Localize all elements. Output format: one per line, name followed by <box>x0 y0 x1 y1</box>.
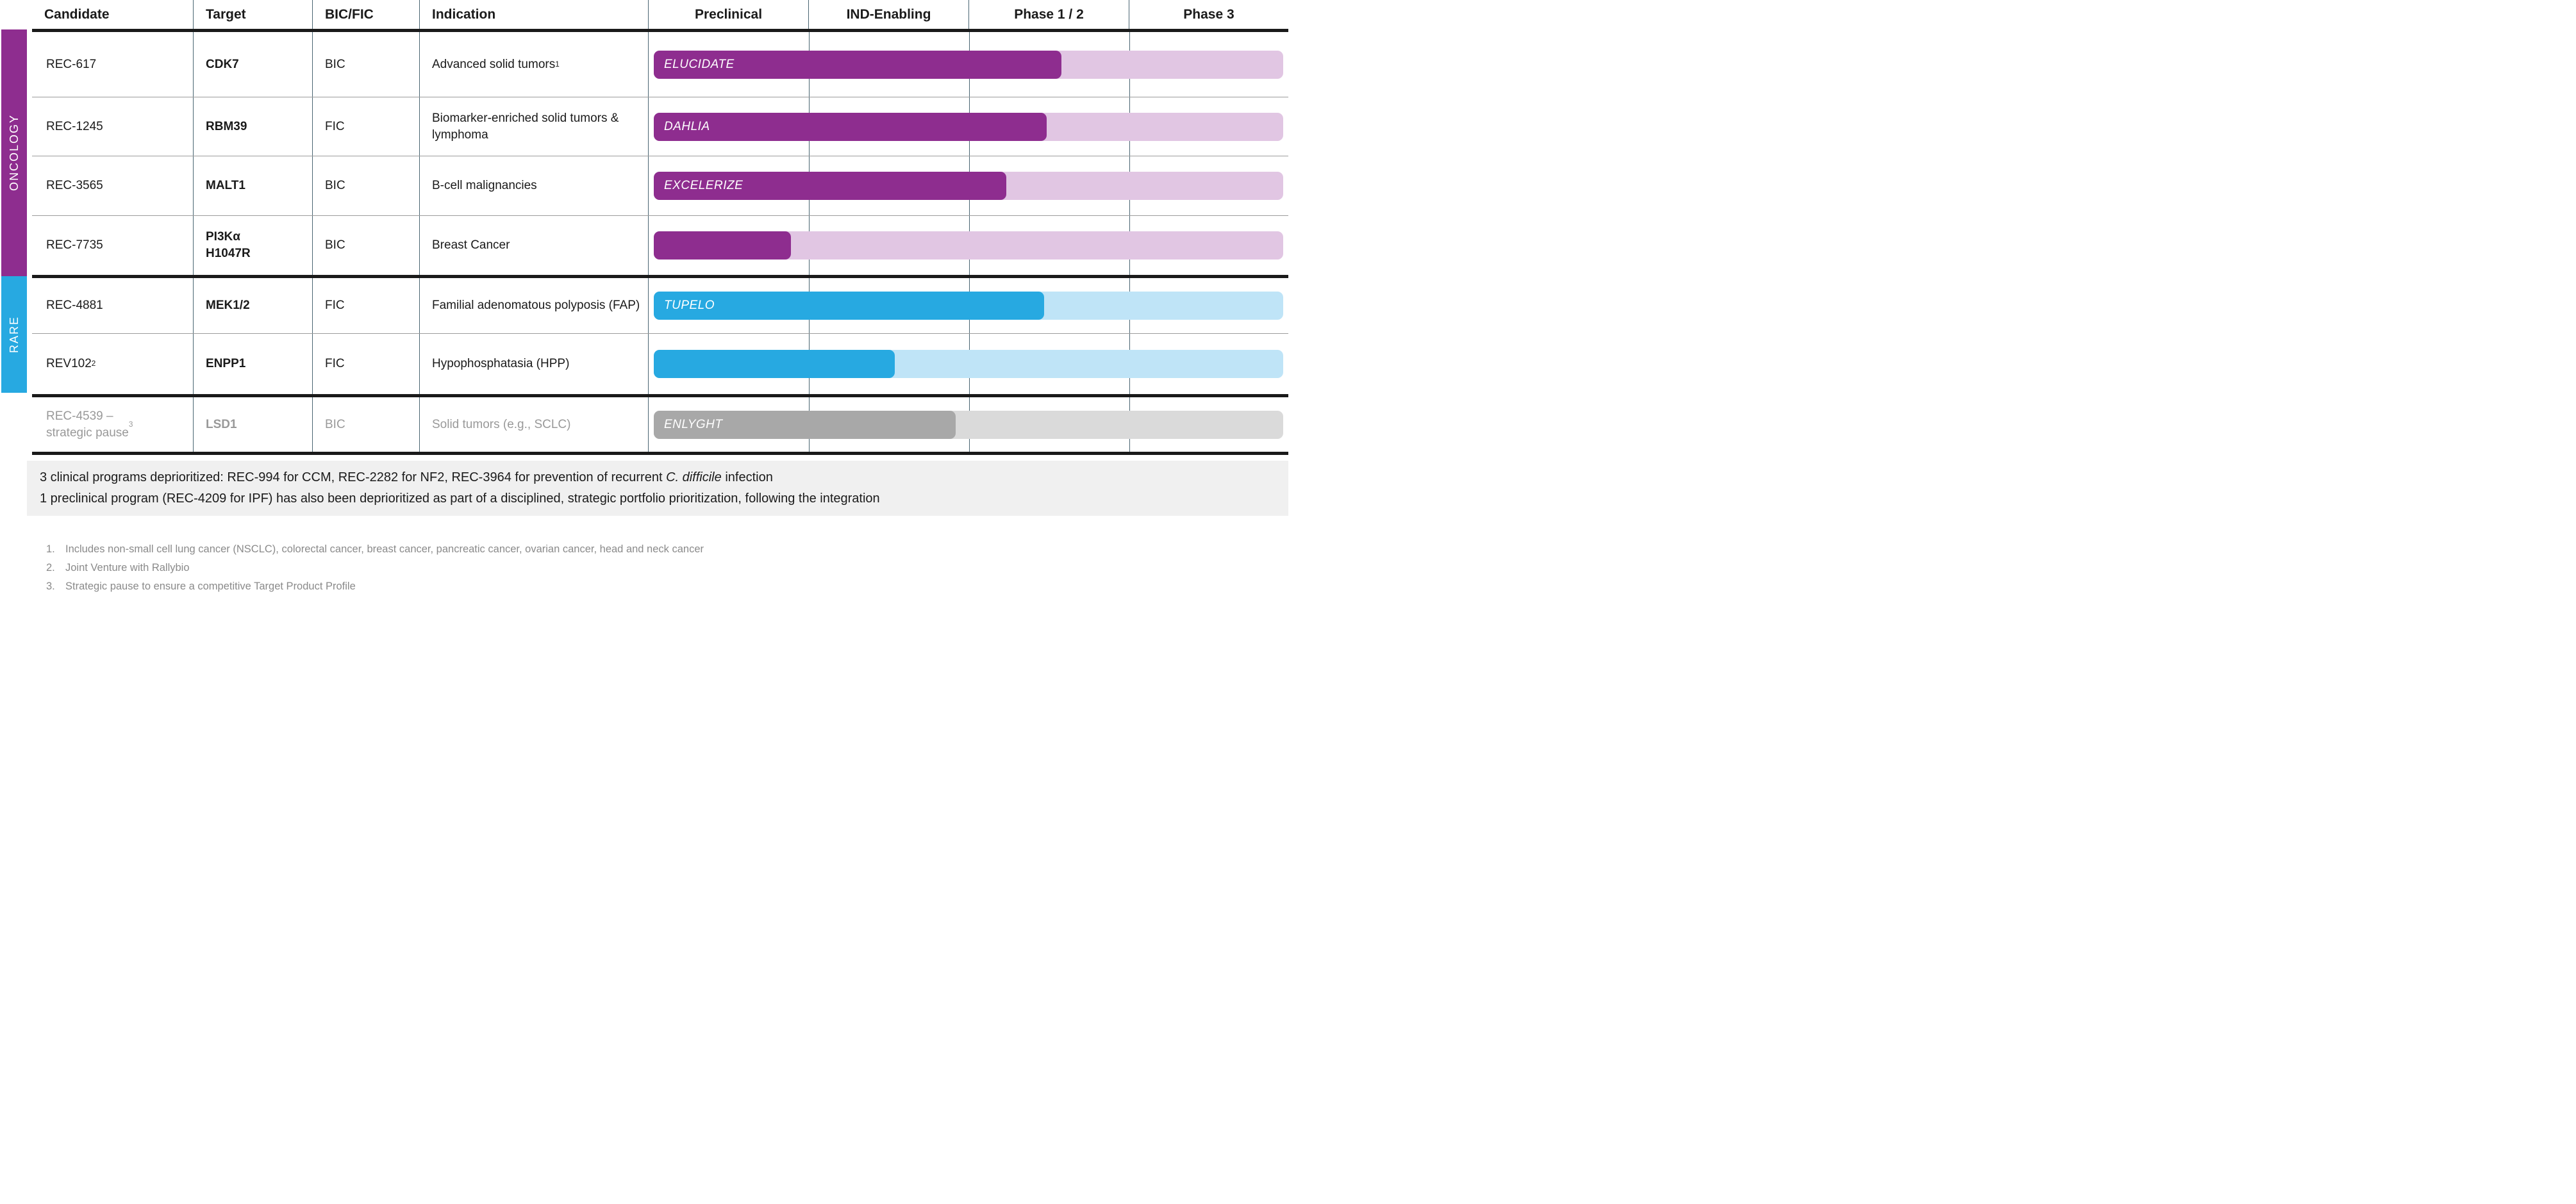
candidate-cell: REC-617 <box>32 32 194 97</box>
header-bic-fic: BIC/FIC <box>313 0 420 29</box>
phase-track: TUPELO <box>654 292 1283 320</box>
footnotes: 1. Includes non-small cell lung cancer (… <box>46 540 1288 596</box>
trial-name-label: ELUCIDATE <box>664 57 735 71</box>
phase-track: EXCELERIZE <box>654 172 1283 200</box>
phase-track: DAHLIA <box>654 112 1283 141</box>
candidate-cell: REC-4881 <box>32 278 194 333</box>
phase-track: ELUCIDATE <box>654 50 1283 79</box>
table-row: REV102 2 ENPP1 FIC Hypophosphatasia (HPP) <box>32 333 1288 394</box>
table-header-row: Candidate Target BIC/FIC Indication Prec… <box>32 0 1288 29</box>
phase-track <box>654 231 1283 260</box>
header-candidate: Candidate <box>32 0 194 29</box>
target-cell: MEK1/2 <box>194 278 313 333</box>
phase-progress-bar: ENLYGHT <box>654 410 956 439</box>
section-label-oncology: ONCOLOGY <box>7 114 21 192</box>
deprioritized-line-2: 1 preclinical program (REC-4209 for IPF)… <box>40 491 880 506</box>
phase-progress-bar: EXCELERIZE <box>654 172 1006 200</box>
phase-bar-zone <box>649 334 1288 394</box>
bic-fic-cell: BIC <box>313 216 420 275</box>
target-cell: PI3Kα H1047R <box>194 216 313 275</box>
trial-name-label: ENLYGHT <box>664 417 723 431</box>
target-cell: MALT1 <box>194 156 313 215</box>
phase-bar-zone: TUPELO <box>649 278 1288 333</box>
indication-cell: Hypophosphatasia (HPP) <box>420 334 649 394</box>
bic-fic-cell: BIC <box>313 32 420 97</box>
target-cell: LSD1 <box>194 397 313 452</box>
table-row: REC-4539 – strategic pause 3 LSD1 BIC Sol… <box>32 394 1288 455</box>
candidate-cell: REC-4539 – strategic pause 3 <box>32 397 194 452</box>
candidate-cell: REC-1245 <box>32 97 194 156</box>
phase-track: ENLYGHT <box>654 410 1283 439</box>
bic-fic-cell: FIC <box>313 97 420 156</box>
header-target: Target <box>194 0 313 29</box>
candidate-cell: REC-3565 <box>32 156 194 215</box>
deprioritized-note-box: 3 clinical programs deprioritized: REC-9… <box>27 461 1288 516</box>
footnote-3: 3. Strategic pause to ensure a competiti… <box>46 581 356 592</box>
trial-name-label: TUPELO <box>664 299 715 312</box>
phase-track <box>654 350 1283 378</box>
deprioritized-line-1: 3 clinical programs deprioritized: REC-9… <box>40 470 773 484</box>
bic-fic-cell: FIC <box>313 334 420 394</box>
phase-progress-bar: ELUCIDATE <box>654 50 1062 79</box>
indication-cell: Familial adenomatous polyposis (FAP) <box>420 278 649 333</box>
pipeline-grid: Candidate Target BIC/FIC Indication Prec… <box>32 0 1288 455</box>
header-phase-1-2: Phase 1 / 2 <box>969 0 1129 29</box>
footnote-2: 2. Joint Venture with Rallybio <box>46 562 190 573</box>
indication-cell: Advanced solid tumors 1 <box>420 32 649 97</box>
phase-bar-zone: ELUCIDATE <box>649 32 1288 97</box>
header-phase-3: Phase 3 <box>1183 6 1234 22</box>
pipeline-table: ONCOLOGY RARE Candidate Target BIC/FIC I… <box>0 0 1288 455</box>
indication-cell: Biomarker-enriched solid tumors & lympho… <box>420 97 649 156</box>
phase-bar-zone <box>649 216 1288 275</box>
trial-name-label: EXCELERIZE <box>664 179 744 192</box>
phase-progress-bar: TUPELO <box>654 292 1044 320</box>
phase-bar-zone: ENLYGHT <box>649 397 1288 452</box>
indication-cell: B-cell malignancies <box>420 156 649 215</box>
target-cell: CDK7 <box>194 32 313 97</box>
indication-cell: Solid tumors (e.g., SCLC) <box>420 397 649 452</box>
header-indication: Indication <box>420 0 649 29</box>
target-cell: ENPP1 <box>194 334 313 394</box>
target-cell: RBM39 <box>194 97 313 156</box>
phase-progress-bar <box>654 231 792 260</box>
table-row: REC-7735 PI3Kα H1047R BIC Breast Cancer <box>32 215 1288 275</box>
bic-fic-cell: FIC <box>313 278 420 333</box>
header-preclinical: Preclinical <box>649 0 809 29</box>
bic-fic-cell: BIC <box>313 156 420 215</box>
phase-bar-zone: DAHLIA <box>649 97 1288 156</box>
table-row: REC-4881 MEK1/2 FIC Familial adenomatous… <box>32 275 1288 333</box>
table-row: REC-1245 RBM39 FIC Biomarker-enriched so… <box>32 97 1288 156</box>
section-label-rare: RARE <box>7 315 21 353</box>
phase-progress-bar <box>654 350 895 378</box>
table-row: REC-617 CDK7 BIC Advanced solid tumors 1 … <box>32 29 1288 97</box>
pipeline-page: ONCOLOGY RARE Candidate Target BIC/FIC I… <box>0 0 1288 602</box>
section-band-rare: RARE <box>1 276 27 393</box>
candidate-cell: REV102 2 <box>32 334 194 394</box>
indication-cell: Breast Cancer <box>420 216 649 275</box>
footnote-1: 1. Includes non-small cell lung cancer (… <box>46 543 704 555</box>
phase-bar-zone: EXCELERIZE <box>649 156 1288 215</box>
header-ind-enabling: IND-Enabling <box>809 0 969 29</box>
trial-name-label: DAHLIA <box>664 119 710 133</box>
section-band-oncology: ONCOLOGY <box>1 29 27 276</box>
candidate-cell: REC-7735 <box>32 216 194 275</box>
phase-progress-bar: DAHLIA <box>654 112 1047 141</box>
table-row: REC-3565 MALT1 BIC B-cell malignancies E… <box>32 156 1288 215</box>
bic-fic-cell: BIC <box>313 397 420 452</box>
